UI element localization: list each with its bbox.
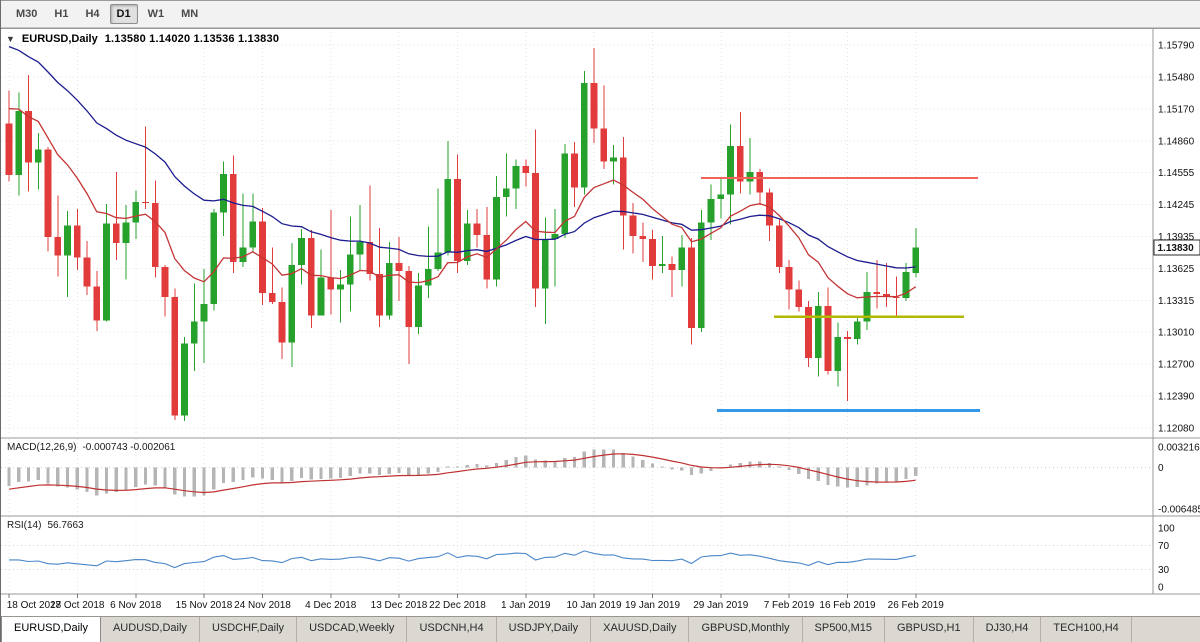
date-label: 18 Oct 2018: [7, 600, 62, 611]
macd-scale-label: 0: [1158, 463, 1164, 474]
symbol-header: ▼ EURUSD,Daily 1.13580 1.14020 1.13536 1…: [6, 33, 279, 45]
price-scale-label: 1.13315: [1158, 296, 1195, 307]
date-label: 16 Feb 2019: [819, 600, 876, 611]
date-label: 29 Jan 2019: [693, 600, 748, 611]
tab-usdcnh-h4[interactable]: USDCNH,H4: [407, 617, 497, 642]
timeframe-m30[interactable]: M30: [16, 8, 38, 20]
date-label: 26 Feb 2019: [888, 600, 945, 611]
price-scale-label: 1.12080: [1158, 424, 1195, 435]
indicator-panels: [1, 28, 1200, 595]
rsi-scale-label: 30: [1158, 565, 1170, 576]
candlestick-chart[interactable]: 1.15790 1.15480 1.15170 1.14860 1.14555 1.142…: [1, 28, 1200, 616]
date-label: 22 Dec 2018: [429, 600, 486, 611]
current-price-text: 1.13830: [1158, 243, 1195, 254]
macd-signal-line: [8, 453, 916, 494]
date-label: 19 Jan 2019: [625, 600, 680, 611]
symbol-name: EURUSD,Daily: [21, 33, 98, 45]
rsi-name: RSI(14): [7, 520, 42, 531]
tab-usdchf-daily[interactable]: USDCHF,Daily: [199, 617, 298, 642]
macd-scale-label: 0.003216: [1158, 443, 1200, 454]
date-label: 15 Nov 2018: [176, 600, 233, 611]
grid: [1, 28, 1153, 594]
rsi-value: 56.7663: [47, 520, 84, 531]
price-scale: 1.15790 1.15480 1.15170 1.14860 1.14555 1.142…: [1153, 41, 1200, 594]
tab-gbpusd-h1[interactable]: GBPUSD,H1: [885, 617, 974, 642]
tab-tech100-h4[interactable]: TECH100,H4: [1041, 617, 1132, 642]
one-click-trading-arrow-icon[interactable]: ▼: [6, 34, 15, 44]
tab-sp500-m15[interactable]: SP500,M15: [802, 617, 885, 642]
timeframe-w1[interactable]: W1: [147, 8, 165, 20]
rsi-scale-label: 70: [1158, 541, 1170, 552]
macd-values: -0.000743 -0.002061: [82, 442, 176, 453]
date-label: 6 Nov 2018: [110, 600, 162, 611]
date-label: 13 Dec 2018: [371, 600, 428, 611]
rsi-line: [9, 550, 916, 569]
tab-dj30-h4[interactable]: DJ30,H4: [973, 617, 1042, 642]
rsi-scale-label: 0: [1158, 583, 1164, 594]
candles: [5, 48, 920, 421]
tab-usdjpy-daily[interactable]: USDJPY,Daily: [496, 617, 592, 642]
timeframe-toolbar: M30 H1 H4 D1 W1 MN: [1, 0, 1200, 28]
date-label: 7 Feb 2019: [764, 600, 815, 611]
current-price-tag: [1153, 239, 1200, 256]
price-scale-label: 1.14555: [1158, 168, 1195, 179]
tab-gbpusd-monthly[interactable]: GBPUSD,Monthly: [689, 617, 803, 642]
macd-scale-label: -0.006485: [1158, 505, 1200, 516]
price-scale-label: 1.12390: [1158, 392, 1195, 403]
price-scale-label: 1.15170: [1158, 105, 1195, 116]
date-label: 1 Jan 2019: [501, 600, 551, 611]
symbol-tabbar: EURUSD,Daily AUDUSD,Daily USDCHF,Daily USDC…: [1, 616, 1200, 642]
date-label: 4 Dec 2018: [305, 600, 357, 611]
tab-usdcad-weekly[interactable]: USDCAD,Weekly: [297, 617, 408, 642]
date-label: 24 Nov 2018: [234, 600, 291, 611]
macd-name: MACD(12,26,9): [7, 442, 77, 453]
chart-window[interactable]: 1.15790 1.15480 1.15170 1.14860 1.14555 1.142…: [1, 28, 1200, 616]
timeframe-mn[interactable]: MN: [181, 8, 199, 20]
tab-audusd-daily[interactable]: AUDUSD,Daily: [100, 617, 200, 642]
price-scale-label: 1.14860: [1158, 137, 1195, 148]
price-scale-label: 1.13625: [1158, 264, 1195, 275]
tab-eurusd-daily[interactable]: EURUSD,Daily: [1, 617, 101, 642]
timeframe-h4[interactable]: H4: [85, 8, 100, 20]
macd-indicator-label: MACD(12,26,9) -0.000743 -0.002061: [7, 442, 175, 453]
price-scale-label: 1.15790: [1158, 41, 1195, 52]
slow-ma: [8, 45, 916, 269]
rsi-scale-label: 100: [1158, 524, 1175, 535]
date-label: 10 Jan 2019: [566, 600, 621, 611]
price-scale-label: 1.15480: [1158, 73, 1195, 84]
timeframe-h1[interactable]: H1: [54, 8, 69, 20]
rsi-indicator-label: RSI(14) 56.7663: [7, 520, 84, 531]
price-scale-label: 1.13935: [1158, 232, 1195, 243]
price-scale-label: 1.12700: [1158, 360, 1195, 371]
moving-averages: [8, 45, 917, 299]
fast-ma: [8, 108, 917, 299]
horizontal-lines[interactable]: [701, 177, 980, 412]
ohlc-quote: 1.13580 1.14020 1.13536 1.13830: [104, 33, 280, 45]
tab-xauusd-daily[interactable]: XAUUSD,Daily: [591, 617, 690, 642]
price-scale-label: 1.14245: [1158, 200, 1195, 211]
date-label: 27 Oct 2018: [50, 600, 105, 611]
price-scale-label: 1.13010: [1158, 328, 1195, 339]
timeframe-d1[interactable]: D1: [109, 4, 138, 24]
